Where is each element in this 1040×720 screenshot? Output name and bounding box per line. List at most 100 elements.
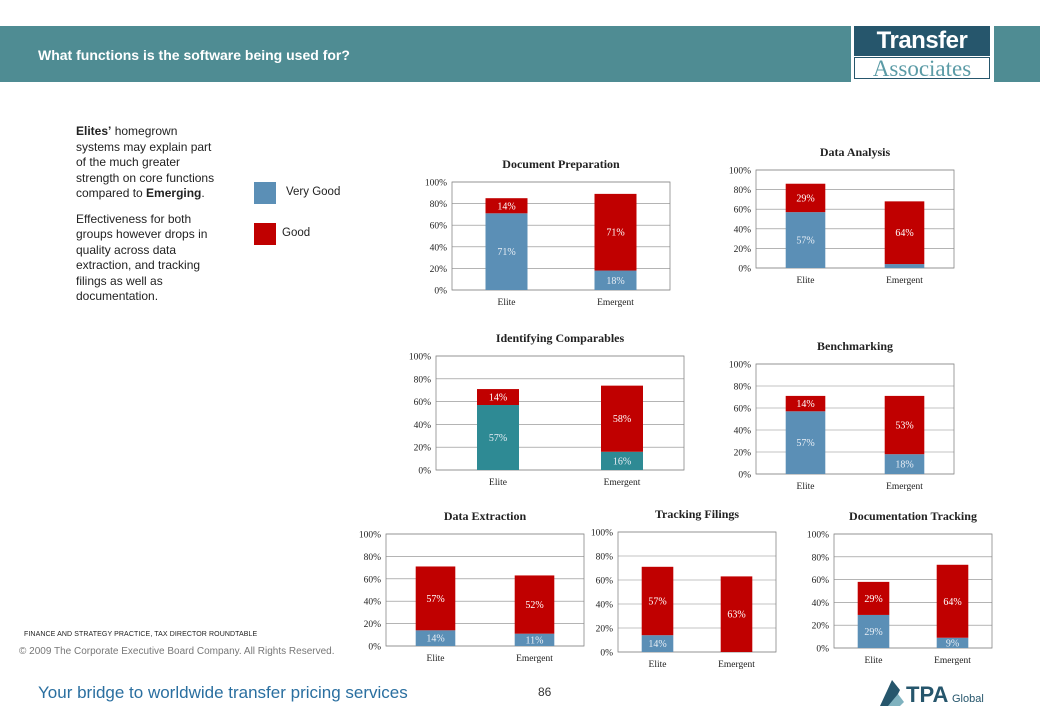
legend-label-good: Good <box>282 227 311 239</box>
chart-identifying-comparables: Identifying Comparables 0% 20% 40% 60% 80% 100… <box>409 331 685 488</box>
plot-frame <box>451 181 671 291</box>
y-tick-label: 40% <box>812 599 830 609</box>
y-tick-label: 0% <box>738 471 751 481</box>
bar-segment <box>785 212 826 268</box>
transfer-pricing-associates-logo: Transfer Pricing Associates <box>851 26 994 84</box>
legend-swatch-very-good <box>254 182 276 204</box>
bar-segment <box>936 564 969 638</box>
footer-tagline: Your bridge to worldwide transfer pricin… <box>38 683 408 703</box>
y-tick-label: 60% <box>414 398 432 408</box>
chart-title: Benchmarking <box>817 339 893 353</box>
bar-segment <box>477 405 519 470</box>
y-tick-label: 80% <box>430 200 448 210</box>
bar-data-label: 29% <box>796 193 814 204</box>
bar-segment <box>485 198 528 214</box>
x-category-label: Emergent <box>718 660 755 670</box>
y-tick-label: 40% <box>734 225 752 235</box>
bar-segment <box>857 614 890 648</box>
x-category-label: Elite <box>498 298 516 308</box>
y-tick-label: 20% <box>414 444 432 454</box>
chart-data-analysis: Data Analysis 0% 20% 40% 60% 80% 100% 57% 29% Eli… <box>729 145 955 286</box>
chart-title: Identifying Comparables <box>496 331 625 345</box>
bar-segment <box>785 183 826 213</box>
y-tick-label: 0% <box>600 649 613 659</box>
tagline-prefix: Your bridge <box>38 683 125 702</box>
bar-data-label: 57% <box>796 438 814 449</box>
bar-data-label: 29% <box>864 627 882 638</box>
bar-segment <box>641 566 674 636</box>
bar-data-label: 71% <box>497 247 515 258</box>
bar-data-label: 29% <box>864 594 882 605</box>
bar-segment <box>601 385 643 452</box>
y-tick-label: 40% <box>596 601 614 611</box>
commentary-paragraph-1: Elites’ homegrown systems may explain pa… <box>76 124 216 202</box>
x-category-label: Emergent <box>597 298 634 308</box>
logo-line-1: Transfer Pricing <box>854 26 990 84</box>
bar-data-label: 14% <box>426 634 444 645</box>
tpa-logo-subtext: Global <box>952 693 984 705</box>
bar-data-label: 64% <box>943 597 961 608</box>
x-category-label: Emergent <box>604 478 641 488</box>
bar-data-label: 18% <box>895 460 913 471</box>
y-tick-label: 60% <box>734 405 752 415</box>
logo-line-2: Associates <box>854 57 990 80</box>
bar-data-label: 63% <box>727 610 745 621</box>
bar-segment <box>514 575 555 634</box>
bar-data-label: 57% <box>796 236 814 247</box>
bar-segment <box>594 270 637 290</box>
bar-segment <box>857 581 890 615</box>
x-category-label: Elite <box>489 478 507 488</box>
bar-segment <box>720 576 753 652</box>
y-tick-label: 100% <box>807 531 829 541</box>
y-tick-label: 40% <box>364 598 382 608</box>
x-category-label: Elite <box>649 660 667 670</box>
bar-data-label: 58% <box>613 414 631 425</box>
chart-benchmarking: Benchmarking 0% 20% 40% 60% 80% 100% 57% 14% Elit… <box>729 339 955 492</box>
bar-data-label: 14% <box>648 639 666 650</box>
chart-title: Documentation Tracking <box>849 509 977 523</box>
bar-data-label: 57% <box>489 433 507 444</box>
y-tick-label: 80% <box>812 553 830 563</box>
y-tick-label: 80% <box>414 375 432 385</box>
y-tick-label: 20% <box>364 620 382 630</box>
bar-data-label: 71% <box>606 228 624 239</box>
chart-documentation-tracking: Documentation Tracking 0% 20% 40% 60% 80% 100%… <box>807 509 993 666</box>
y-tick-label: 20% <box>812 622 830 632</box>
page-number: 86 <box>538 685 552 699</box>
bar-segment <box>415 566 456 631</box>
bar-segment <box>884 395 925 455</box>
bar-data-label: 16% <box>613 456 631 467</box>
bar-data-label: 57% <box>426 594 444 605</box>
y-tick-label: 80% <box>364 553 382 563</box>
y-tick-label: 20% <box>430 265 448 275</box>
commentary-bold-emerging: Emerging <box>146 186 202 200</box>
page-title: What functions is the software being use… <box>38 47 350 63</box>
bar-segment <box>514 633 555 646</box>
chart-tracking-filings: Tracking Filings 0% 20% 40% 60% 80% 100% 14% 57%… <box>591 507 777 670</box>
legend-label-very-good: Very Good <box>286 186 341 198</box>
x-category-label: Emergent <box>886 482 923 492</box>
chart-data-extraction: Data Extraction 0% 20% 40% 60% 80% 100% 14% 57% E… <box>359 509 585 664</box>
y-tick-label: 80% <box>734 383 752 393</box>
bar-segment <box>485 213 528 290</box>
y-tick-label: 100% <box>729 361 751 371</box>
footer-copyright: © 2009 The Corporate Executive Board Com… <box>19 646 335 657</box>
bar-segment <box>594 193 637 271</box>
bar-data-label: 14% <box>489 393 507 404</box>
y-tick-label: 20% <box>734 245 752 255</box>
plot-frame <box>435 355 685 471</box>
bar-segment <box>884 201 925 265</box>
y-tick-label: 100% <box>425 179 447 189</box>
x-category-label: Emergent <box>516 654 553 664</box>
y-tick-label: 0% <box>816 645 829 655</box>
bar-data-label: 18% <box>606 276 624 287</box>
bar-data-label: 11% <box>526 635 544 646</box>
y-tick-label: 0% <box>434 287 447 297</box>
x-category-label: Elite <box>865 656 883 666</box>
commentary-text-1: homegrown systems may explain part of th… <box>76 124 215 200</box>
y-tick-label: 40% <box>430 243 448 253</box>
y-tick-label: 60% <box>734 206 752 216</box>
y-tick-label: 0% <box>738 265 751 275</box>
tagline-rest: to worldwide transfer pricing services <box>124 683 408 702</box>
footer-practice: FINANCE AND STRATEGY PRACTICE, TAX DIREC… <box>24 631 258 638</box>
